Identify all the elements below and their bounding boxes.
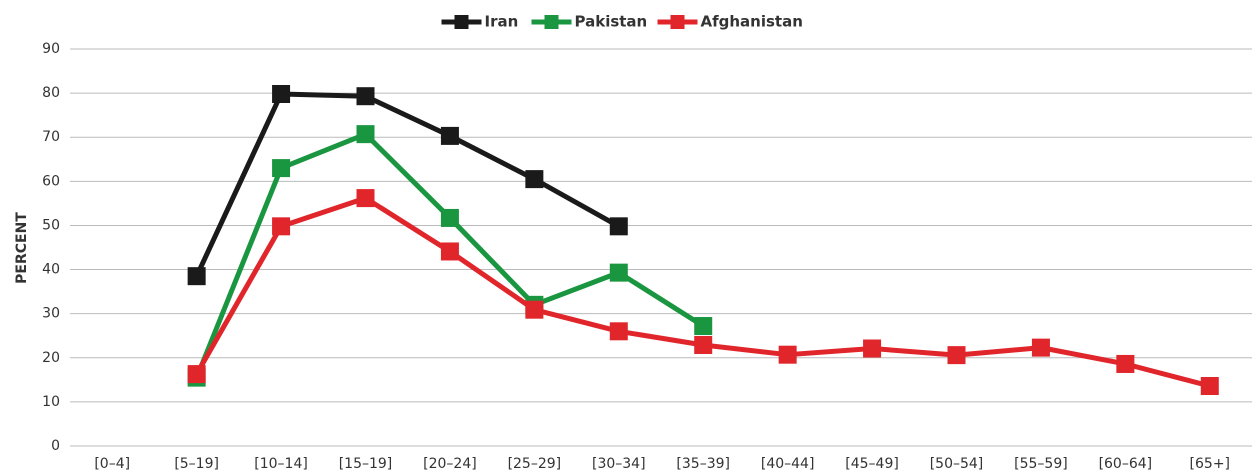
point-marker — [609, 263, 628, 282]
point-marker — [272, 159, 291, 178]
x-tick-label: [45–49] — [845, 456, 899, 472]
y-tick-label: 60 — [42, 173, 60, 189]
legend-item: Iran — [441, 13, 519, 31]
y-tick-label: 10 — [42, 394, 60, 410]
point-marker — [187, 365, 206, 384]
x-tick-label: [65+] — [1190, 456, 1230, 472]
point-marker — [525, 170, 544, 189]
point-marker — [694, 317, 713, 336]
series-line — [194, 91, 621, 278]
y-tick-label: 90 — [42, 41, 60, 57]
y-tick-label: 30 — [42, 306, 60, 322]
y-tick-label: 20 — [42, 350, 60, 366]
y-axis-label: PERCENT — [14, 212, 30, 284]
point-marker — [187, 267, 206, 286]
point-marker — [1031, 338, 1050, 357]
point-marker — [778, 345, 797, 364]
x-tick-label: [55–59] — [1014, 456, 1068, 472]
point-marker — [525, 300, 544, 319]
y-tick-label: 70 — [42, 129, 60, 145]
point-marker — [609, 217, 628, 236]
x-tick-label: [5–19] — [174, 456, 219, 472]
legend-item: Pakistan — [531, 13, 648, 31]
y-tick-label: 40 — [42, 262, 60, 278]
point-marker — [1116, 354, 1135, 373]
x-tick-label: [60–64] — [1099, 456, 1153, 472]
legend-item: Afghanistan — [657, 13, 803, 31]
y-tick-label: 0 — [51, 438, 60, 454]
point-marker — [356, 87, 375, 106]
x-tick-label: [30–34] — [592, 456, 646, 472]
point-marker — [1200, 377, 1219, 396]
legend-label: Iran — [485, 13, 519, 31]
legend-swatch — [670, 15, 685, 29]
legend-swatch — [544, 15, 559, 29]
x-tick-label: [40–44] — [761, 456, 815, 472]
point-marker — [356, 125, 375, 144]
x-tick-label: [35–39] — [676, 456, 730, 472]
point-marker — [440, 242, 459, 261]
y-tick-label: 80 — [42, 85, 60, 101]
legend-label: Afghanistan — [701, 13, 803, 31]
y-tick-label: 50 — [42, 217, 60, 233]
point-marker — [947, 346, 966, 365]
point-marker — [440, 126, 459, 145]
legend-label: Pakistan — [575, 13, 648, 31]
x-tick-label: [10–14] — [254, 456, 308, 472]
point-marker — [609, 322, 628, 341]
x-tick-label: [20–24] — [423, 456, 477, 472]
x-tick-label: [15–19] — [339, 456, 393, 472]
point-marker — [694, 335, 713, 354]
point-marker — [863, 339, 882, 358]
point-marker — [440, 208, 459, 227]
x-tick-label: [0–4] — [94, 456, 130, 472]
point-marker — [356, 189, 375, 208]
point-marker — [272, 84, 291, 103]
x-tick-label: [50–54] — [930, 456, 984, 472]
legend-swatch — [454, 15, 469, 29]
x-tick-label: [25–29] — [508, 456, 562, 472]
point-marker — [272, 217, 291, 236]
